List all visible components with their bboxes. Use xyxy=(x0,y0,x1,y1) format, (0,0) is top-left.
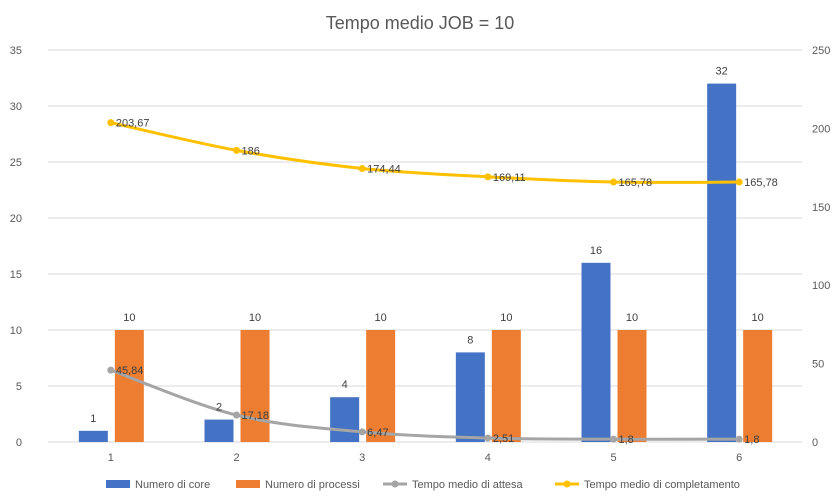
bar xyxy=(491,330,521,442)
bar-series xyxy=(78,83,773,442)
x-axis: 1 2 3 4 5 6 xyxy=(108,452,742,464)
y-left-tick-label: 35 xyxy=(10,45,22,57)
legend-label: Tempo medio di completamento xyxy=(584,479,740,491)
bar-data-label: 2 xyxy=(216,402,222,414)
line-data-label: 1,8 xyxy=(744,434,759,446)
line-data-label: 45,84 xyxy=(116,365,144,377)
bar xyxy=(617,330,647,442)
x-tick-label: 1 xyxy=(108,452,114,464)
x-tick-label: 5 xyxy=(610,452,616,464)
y-right-tick-label: 250 xyxy=(812,45,830,57)
x-tick-label: 6 xyxy=(736,452,742,464)
y-axis-right: 0 50 100 150 200 250 xyxy=(812,45,830,449)
y-left-tick-label: 30 xyxy=(10,101,22,113)
bar xyxy=(707,83,737,442)
line-point xyxy=(358,428,366,436)
line-point xyxy=(233,411,240,419)
y-axis-left: 0 5 10 15 20 25 30 35 xyxy=(10,45,22,449)
x-tick-label: 4 xyxy=(485,452,491,464)
bar-data-label: 10 xyxy=(752,312,764,324)
bar-data-label: 16 xyxy=(590,245,602,257)
y-right-tick-label: 100 xyxy=(812,280,830,292)
y-left-tick-label: 5 xyxy=(16,381,22,393)
bar xyxy=(78,430,108,442)
bar-data-label: 32 xyxy=(716,66,728,78)
legend-swatch xyxy=(106,480,130,488)
y-right-tick-label: 0 xyxy=(812,437,818,449)
line-point xyxy=(107,119,115,127)
y-right-tick-label: 150 xyxy=(812,202,830,214)
line-data-label: 186 xyxy=(242,145,260,157)
bar xyxy=(455,352,485,442)
y-left-tick-label: 15 xyxy=(10,269,22,281)
line-point xyxy=(484,173,492,181)
line-point xyxy=(610,178,617,186)
line-data-label: 165,78 xyxy=(744,177,778,189)
bar-data-label: 4 xyxy=(342,379,348,391)
line-data-label: 2,51 xyxy=(493,433,514,445)
bar xyxy=(581,262,611,442)
line-data-label: 1,8 xyxy=(619,434,634,446)
bar-data-label: 10 xyxy=(375,312,387,324)
series-line xyxy=(110,121,740,184)
bar xyxy=(366,330,396,442)
line-data-label: 169,11 xyxy=(493,172,526,184)
line-data-label: 165,78 xyxy=(619,177,653,189)
series-line xyxy=(110,368,740,441)
line-data-label: 203,67 xyxy=(116,118,150,130)
legend-label: Numero di core xyxy=(135,479,210,491)
line-data-label: 17,18 xyxy=(242,410,270,422)
line-series xyxy=(107,119,743,443)
bar-data-label: 10 xyxy=(500,312,512,324)
line-point xyxy=(107,366,115,374)
data-labels: 1 2 4 8 16 32 10 10 10 10 10 10 45,84 17,18 6,47 2,51 1,… xyxy=(90,66,778,447)
line-point xyxy=(233,146,240,154)
legend-marker xyxy=(563,480,571,488)
legend-marker xyxy=(391,480,399,488)
bar-data-label: 10 xyxy=(123,312,135,324)
bar xyxy=(240,330,270,442)
bar xyxy=(743,330,773,442)
gridlines xyxy=(48,49,802,443)
line-data-label: 174,44 xyxy=(367,163,401,175)
line-point xyxy=(735,435,743,443)
legend: Numero di core Numero di processi Tempo me… xyxy=(106,479,740,491)
y-left-tick-label: 25 xyxy=(10,157,22,169)
legend-label: Tempo medio di attesa xyxy=(412,479,524,491)
chart-title: Tempo medio JOB = 10 xyxy=(326,13,515,33)
y-right-tick-label: 50 xyxy=(812,359,824,371)
y-left-tick-label: 0 xyxy=(16,437,22,449)
y-right-tick-label: 200 xyxy=(812,123,830,135)
bar xyxy=(330,397,360,442)
line-data-label: 6,47 xyxy=(367,427,388,439)
y-left-tick-label: 10 xyxy=(10,325,22,337)
x-tick-label: 2 xyxy=(233,452,239,464)
line-point xyxy=(358,164,366,172)
bar-data-label: 10 xyxy=(249,312,261,324)
line-point xyxy=(610,435,617,443)
line-point xyxy=(484,434,492,442)
legend-swatch xyxy=(236,480,260,488)
legend-label: Numero di processi xyxy=(265,479,360,491)
x-tick-label: 3 xyxy=(359,452,365,464)
line-point xyxy=(735,178,743,186)
bar xyxy=(114,330,144,442)
y-left-tick-label: 20 xyxy=(10,213,22,225)
bar-data-label: 8 xyxy=(467,334,473,346)
bar-data-label: 10 xyxy=(626,312,638,324)
bar xyxy=(204,419,234,442)
bar-data-label: 1 xyxy=(90,413,96,425)
